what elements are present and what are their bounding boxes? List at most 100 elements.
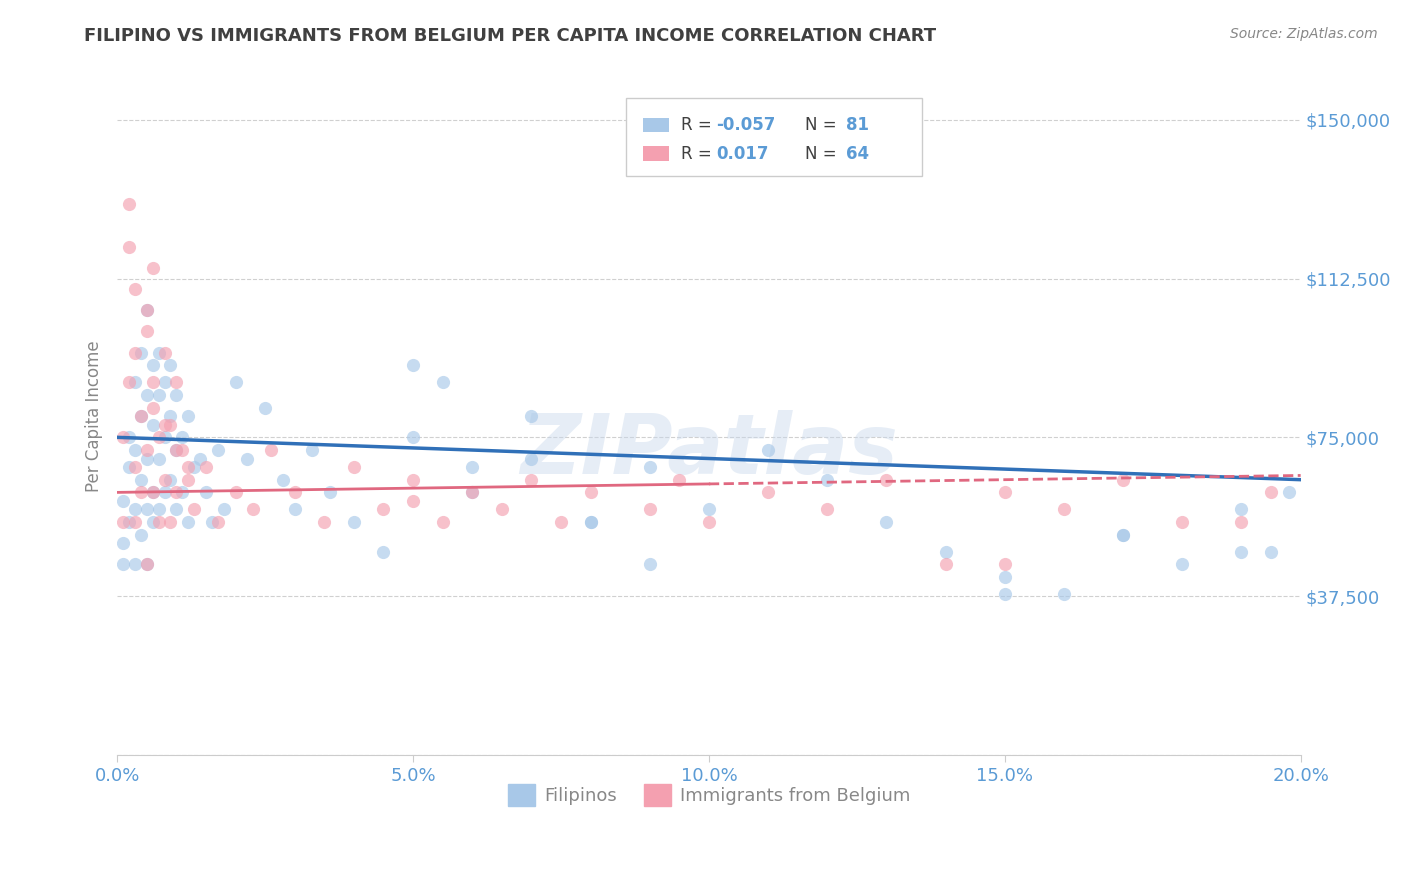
Point [697,515,720,529]
Point [153,345,176,359]
Point [194,460,217,475]
Text: 81: 81 [846,116,869,134]
Point [201,515,224,529]
Point [994,587,1017,601]
Point [165,443,187,458]
Point [1230,502,1253,516]
Point [148,515,170,529]
Point [153,417,176,432]
Point [1260,485,1282,500]
Point [254,401,277,415]
Point [159,409,181,424]
Point [148,430,170,444]
Point [815,473,838,487]
Point [124,515,146,529]
Point [183,460,205,475]
Point [135,388,157,402]
Point [148,345,170,359]
Point [756,485,779,500]
Point [159,359,181,373]
Point [112,515,135,529]
Point [135,502,157,516]
Point [697,502,720,516]
Point [225,485,247,500]
Point [142,515,165,529]
Point [183,502,205,516]
Point [165,376,187,390]
Text: ZIPatlas: ZIPatlas [520,409,898,491]
Point [148,451,170,466]
Point [153,485,176,500]
Y-axis label: Per Capita Income: Per Capita Income [86,341,103,492]
Point [165,388,187,402]
Point [1230,515,1253,529]
Text: N =: N = [804,116,842,134]
Point [638,558,661,572]
Text: R =: R = [681,116,717,134]
Point [520,473,543,487]
Point [135,303,157,318]
Point [520,451,543,466]
Point [118,240,141,254]
Point [373,544,395,558]
Point [112,430,135,444]
Point [135,303,157,318]
Point [402,359,425,373]
Point [135,443,157,458]
Point [118,515,141,529]
Point [402,493,425,508]
Point [373,502,395,516]
Point [579,485,602,500]
Point [124,502,146,516]
Point [194,485,217,500]
Point [1278,485,1301,500]
Point [148,502,170,516]
Point [112,536,135,550]
Point [225,376,247,390]
Point [1112,527,1135,541]
Point [432,515,454,529]
Point [935,544,957,558]
Bar [643,118,669,133]
Point [165,502,187,516]
Point [343,515,366,529]
FancyBboxPatch shape [626,98,922,176]
Point [188,451,211,466]
Point [159,417,181,432]
Point [177,515,200,529]
Point [142,359,165,373]
Point [177,460,200,475]
Point [520,409,543,424]
Point [129,473,152,487]
Text: 0.017: 0.017 [716,145,769,163]
Point [994,558,1017,572]
Point [177,473,200,487]
Point [1230,544,1253,558]
Point [142,376,165,390]
Point [638,502,661,516]
Text: Source: ZipAtlas.com: Source: ZipAtlas.com [1230,27,1378,41]
Point [172,430,194,444]
Point [112,558,135,572]
Text: -0.057: -0.057 [716,116,775,134]
Point [236,451,259,466]
Point [153,430,176,444]
Text: R =: R = [681,145,717,163]
Text: N =: N = [804,145,842,163]
Point [135,558,157,572]
Point [118,197,141,211]
Point [129,409,152,424]
Point [124,282,146,296]
Point [638,460,661,475]
Point [124,376,146,390]
Point [172,443,194,458]
Point [142,485,165,500]
Point [1112,527,1135,541]
Point [129,485,152,500]
Point [461,485,484,500]
Point [118,376,141,390]
Point [994,485,1017,500]
Point [402,473,425,487]
Point [1171,515,1194,529]
Point [242,502,264,516]
